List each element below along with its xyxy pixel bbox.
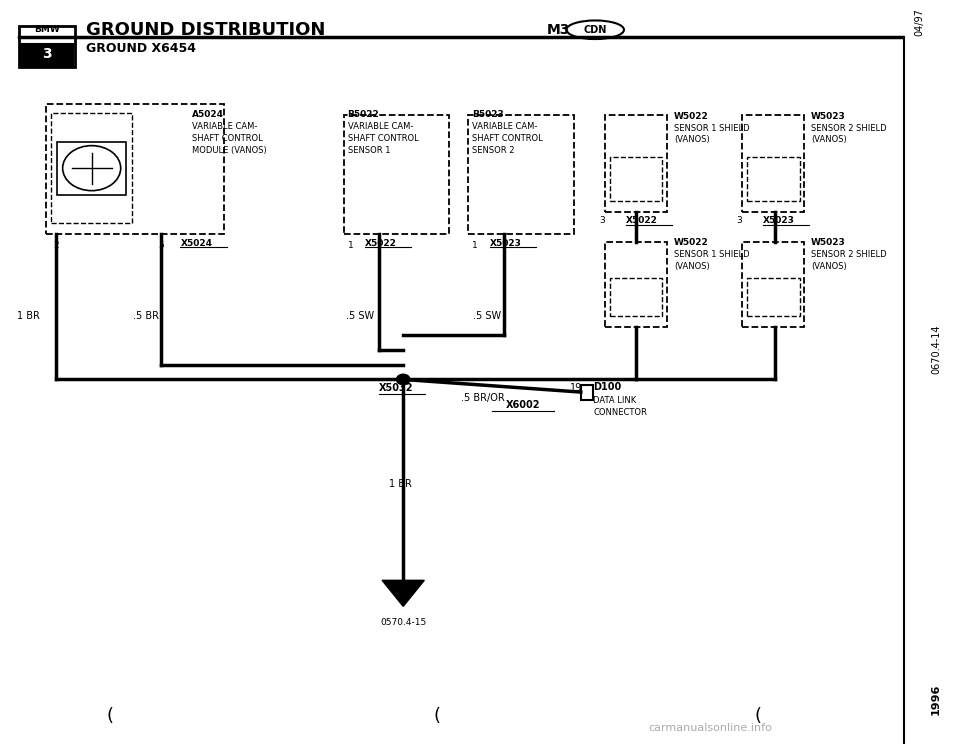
Text: D100: D100 xyxy=(593,382,621,392)
Text: MODULE (VANOS): MODULE (VANOS) xyxy=(192,146,267,155)
Text: (VANOS): (VANOS) xyxy=(811,135,847,144)
Text: X5022: X5022 xyxy=(365,239,396,248)
Text: CONNECTOR: CONNECTOR xyxy=(593,408,647,417)
Text: (: ( xyxy=(755,707,762,725)
Text: carmanualsonline.info: carmanualsonline.info xyxy=(648,723,773,733)
Text: GROUND X6454: GROUND X6454 xyxy=(86,42,197,55)
Text: A5024: A5024 xyxy=(192,110,224,119)
Ellipse shape xyxy=(566,20,624,39)
Text: 0670.4-14: 0670.4-14 xyxy=(931,325,941,374)
Circle shape xyxy=(396,374,410,385)
Text: VARIABLE CAM-: VARIABLE CAM- xyxy=(472,122,538,131)
Text: 3: 3 xyxy=(599,217,605,225)
Bar xyxy=(742,242,804,327)
Bar xyxy=(344,115,449,234)
Text: .5 SW: .5 SW xyxy=(346,311,374,321)
Text: CDN: CDN xyxy=(584,25,607,35)
Bar xyxy=(46,104,224,234)
Text: 2: 2 xyxy=(53,241,59,250)
Text: X5022: X5022 xyxy=(626,217,658,225)
Text: SENSOR 2 SHIELD: SENSOR 2 SHIELD xyxy=(811,124,887,132)
Text: 3: 3 xyxy=(736,217,742,225)
Text: 1: 1 xyxy=(348,241,353,250)
Bar xyxy=(610,278,662,316)
Text: .5 BR: .5 BR xyxy=(132,311,159,321)
Text: DATA LINK: DATA LINK xyxy=(593,396,636,405)
Text: SHAFT CONTROL: SHAFT CONTROL xyxy=(348,134,419,143)
Text: (VANOS): (VANOS) xyxy=(674,135,709,144)
Text: (VANOS): (VANOS) xyxy=(811,262,847,271)
Bar xyxy=(51,113,132,223)
Bar xyxy=(605,115,667,212)
Bar xyxy=(747,278,800,316)
Text: B5022: B5022 xyxy=(348,110,379,119)
Bar xyxy=(21,44,73,66)
Text: B5023: B5023 xyxy=(472,110,504,119)
Text: X5024: X5024 xyxy=(180,239,212,248)
Circle shape xyxy=(62,146,121,190)
Bar xyxy=(468,115,574,234)
Text: .5 SW: .5 SW xyxy=(472,311,501,321)
Text: 0570.4-15: 0570.4-15 xyxy=(380,618,426,626)
Text: 5: 5 xyxy=(158,241,164,250)
Bar xyxy=(747,157,800,201)
Bar xyxy=(581,385,593,400)
Bar xyxy=(58,141,126,195)
Text: M3: M3 xyxy=(547,23,570,36)
Bar xyxy=(742,115,804,212)
Text: SENSOR 1: SENSOR 1 xyxy=(348,146,390,155)
Text: (: ( xyxy=(433,707,441,725)
Text: X5023: X5023 xyxy=(763,217,795,225)
Text: 1 BR: 1 BR xyxy=(17,311,40,321)
Text: .5 BR/OR: .5 BR/OR xyxy=(461,393,505,403)
Text: SENSOR 1 SHIELD: SENSOR 1 SHIELD xyxy=(674,124,750,132)
Text: 04/97: 04/97 xyxy=(915,8,924,36)
Text: BMW: BMW xyxy=(35,25,60,34)
Text: W5023: W5023 xyxy=(811,112,846,121)
Polygon shape xyxy=(382,580,424,606)
Text: 3: 3 xyxy=(42,48,52,61)
Text: 1: 1 xyxy=(472,241,478,250)
Text: 1996: 1996 xyxy=(931,684,941,715)
Text: SENSOR 2: SENSOR 2 xyxy=(472,146,515,155)
Text: 1 BR: 1 BR xyxy=(389,478,412,489)
Text: X5032: X5032 xyxy=(379,383,414,394)
Bar xyxy=(610,157,662,201)
Text: 19: 19 xyxy=(570,383,582,394)
Text: VARIABLE CAM-: VARIABLE CAM- xyxy=(192,122,257,131)
Text: X6002: X6002 xyxy=(506,400,540,411)
Text: X5023: X5023 xyxy=(490,239,521,248)
Text: W5022: W5022 xyxy=(674,112,708,121)
Bar xyxy=(19,26,75,67)
Bar xyxy=(605,242,667,327)
Text: W5023: W5023 xyxy=(811,238,846,247)
Text: SENSOR 2 SHIELD: SENSOR 2 SHIELD xyxy=(811,250,887,259)
Text: W5022: W5022 xyxy=(674,238,708,247)
Text: GROUND DISTRIBUTION: GROUND DISTRIBUTION xyxy=(86,21,325,39)
Text: (: ( xyxy=(107,707,114,725)
Text: SHAFT CONTROL: SHAFT CONTROL xyxy=(472,134,543,143)
Text: VARIABLE CAM-: VARIABLE CAM- xyxy=(348,122,413,131)
Text: SENSOR 1 SHIELD: SENSOR 1 SHIELD xyxy=(674,250,750,259)
Text: SHAFT CONTROL: SHAFT CONTROL xyxy=(192,134,263,143)
Text: (VANOS): (VANOS) xyxy=(674,262,709,271)
